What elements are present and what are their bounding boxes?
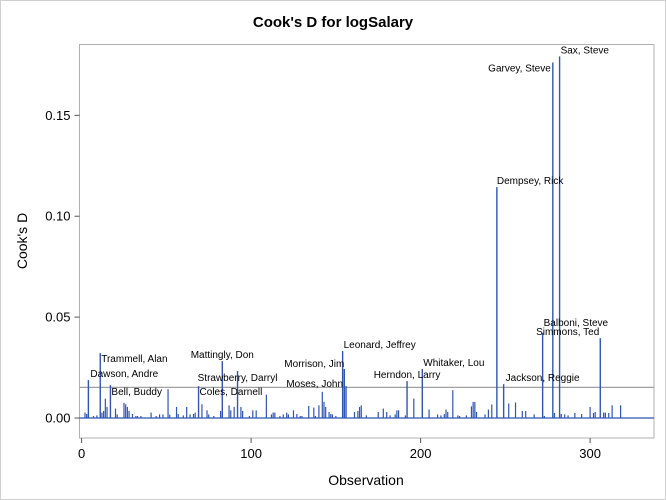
point-label: Coles, Darnell: [200, 387, 263, 398]
point-label: Leonard, Jeffrey: [344, 340, 416, 351]
needles: [84, 56, 622, 419]
point-label: Moses, John: [286, 379, 343, 390]
x-tick-label: 100: [240, 446, 262, 461]
point-label: Trammell, Alan: [101, 354, 167, 365]
point-label: Morrison, Jim: [284, 359, 344, 370]
point-label: Jackson, Reggie: [506, 373, 580, 384]
y-tick-label: 0.15: [45, 108, 70, 123]
point-label: Strawberry, Darryl: [198, 373, 278, 384]
point-label: Whitaker, Lou: [423, 358, 484, 369]
y-tick-label: 0.05: [45, 310, 70, 325]
point-label: Mattingly, Don: [191, 350, 254, 361]
point-label: Dawson, Andre: [90, 369, 158, 380]
point-label: Herndon, Larry: [374, 370, 441, 381]
point-label: Garvey, Steve: [488, 63, 551, 74]
point-label: Sax, Steve: [561, 45, 610, 56]
chart-title: Cook's D for logSalary: [253, 14, 414, 31]
x-tick-label: 300: [579, 446, 601, 461]
y-axis-label: Cook's D: [14, 213, 30, 269]
x-tick-label: 200: [410, 446, 432, 461]
y-axis: 0.00 0.05 0.10 0.15: [45, 108, 80, 426]
x-axis: 0 100 200 300: [78, 438, 601, 461]
y-tick-label: 0.10: [45, 209, 70, 224]
point-label: Balboni, Steve: [544, 318, 609, 329]
point-label: Simmons, Ted: [536, 327, 599, 338]
point-label: Bell, Buddy: [111, 387, 162, 398]
x-tick-label: 0: [78, 446, 85, 461]
plot-frame: [79, 44, 655, 439]
x-axis-label: Observation: [328, 472, 403, 488]
y-tick-label: 0.00: [45, 411, 70, 426]
point-label: Dempsey, Rick: [497, 176, 564, 187]
point-labels: Dawson, Andre Trammell, Alan Bell, Buddy Co…: [90, 45, 609, 398]
